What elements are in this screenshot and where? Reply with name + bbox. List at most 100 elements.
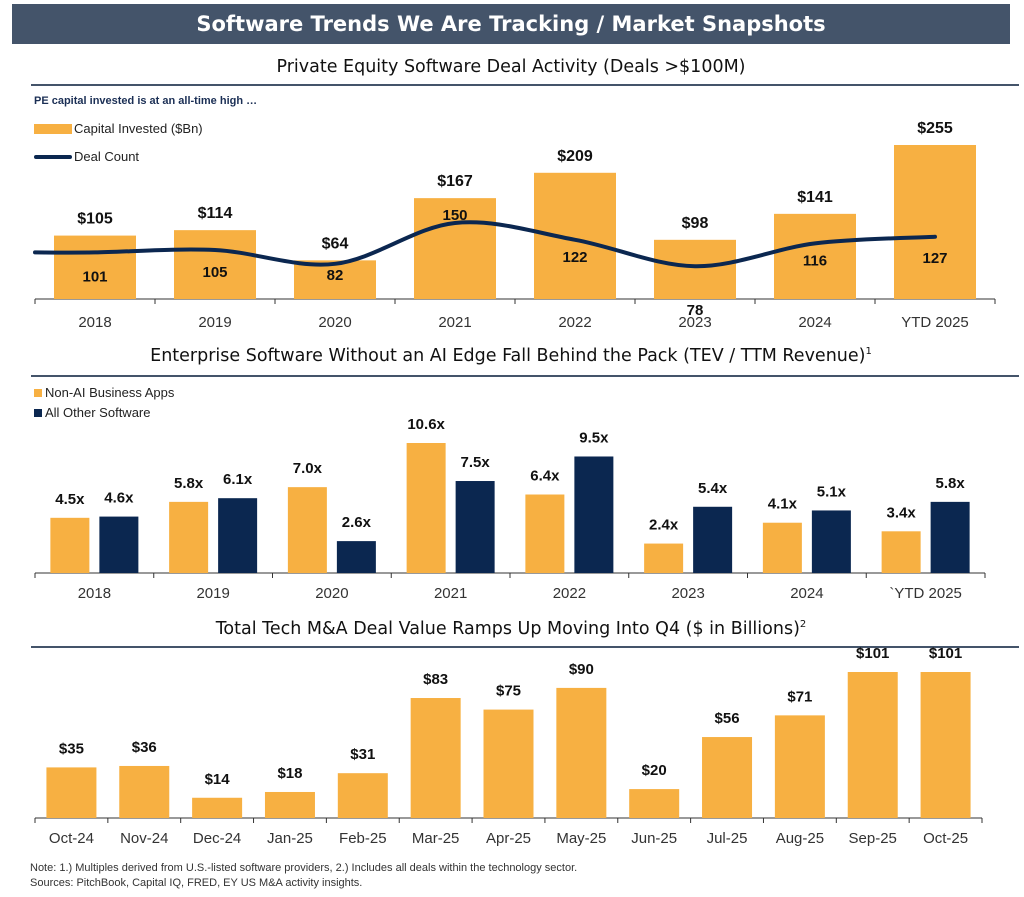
ma-bar	[119, 765, 170, 818]
legend-other-software: All Other Software	[34, 405, 151, 420]
x-tick-label: Mar-25	[412, 830, 460, 847]
deal-count-label: 78	[687, 302, 704, 319]
ma-bar	[192, 797, 243, 818]
ma-bar	[702, 737, 753, 818]
ma-value-label: $101	[929, 645, 962, 662]
section3-title: Total Tech M&A Deal Value Ramps Up Movin…	[12, 619, 1010, 639]
capital-bar	[414, 198, 496, 299]
other-software-label: 9.5x	[579, 429, 609, 446]
deal-count-label: 116	[803, 252, 827, 269]
x-tick-label: 2021	[438, 314, 471, 331]
non-ai-bar	[169, 501, 209, 573]
capital-label: $167	[437, 173, 473, 190]
ma-value-label: $20	[642, 762, 667, 779]
ma-bar	[629, 789, 680, 818]
x-tick-label: Dec-24	[193, 830, 241, 847]
ma-value-label: $35	[59, 740, 84, 757]
ma-value-label: $18	[277, 765, 302, 782]
ma-value-label: $31	[350, 746, 375, 763]
deal-count-line	[33, 220, 937, 269]
page-banner: Software Trends We Are Tracking / Market…	[12, 4, 1010, 44]
x-tick-label: 2018	[78, 585, 111, 602]
page-title: Software Trends We Are Tracking / Market…	[196, 12, 826, 36]
non-ai-label: 5.8x	[174, 475, 204, 492]
section3-rule	[31, 646, 1019, 648]
section1-note: PE capital invested is at an all-time hi…	[34, 95, 258, 107]
non-ai-label: 4.1x	[768, 496, 798, 513]
other-software-label: 7.5x	[461, 454, 491, 471]
x-tick-label: 2023	[678, 314, 711, 331]
section2-rule	[31, 375, 1019, 377]
footnote-note: Note: 1.) Multiples derived from U.S.-li…	[30, 862, 578, 874]
capital-label: $255	[917, 120, 953, 137]
section2-title-text: Enterprise Software Without an AI Edge F…	[150, 346, 866, 366]
other-software-label: 6.1x	[223, 471, 253, 488]
x-tick-label: Nov-24	[120, 830, 168, 847]
ma-bar	[920, 672, 971, 818]
ma-bar	[337, 773, 388, 818]
deal-count-label: 101	[82, 268, 107, 285]
ma-bar	[46, 767, 97, 818]
legend-other-swatch	[34, 408, 42, 417]
x-tick-label: Jan-25	[267, 830, 313, 847]
section1-rule	[31, 84, 1019, 86]
x-tick-label: Sep-25	[849, 830, 897, 847]
x-tick-label: Oct-24	[49, 830, 94, 847]
capital-label: $105	[77, 211, 113, 228]
other-software-label: 5.4x	[698, 480, 728, 497]
other-software-bar	[336, 541, 376, 573]
ma-value-label: $71	[787, 688, 812, 705]
non-ai-bar	[644, 543, 684, 573]
non-ai-bar	[50, 517, 90, 573]
capital-label: $141	[797, 189, 833, 206]
x-tick-label: Aug-25	[776, 830, 824, 847]
legend-deals-label: Deal Count	[74, 149, 140, 164]
x-tick-label: 2020	[318, 314, 351, 331]
capital-label: $209	[557, 148, 593, 165]
non-ai-bar	[762, 522, 802, 573]
x-tick-label: YTD 2025	[901, 314, 969, 331]
capital-bar	[654, 239, 736, 299]
ma-bar	[483, 709, 534, 818]
pe-deal-activity-chart: $105 2018 $114 2019 $64 2020 $167 2021 $209 2022 $…	[33, 120, 996, 331]
legend-non-ai-label: Non-AI Business Apps	[45, 385, 175, 400]
legend-non-ai: Non-AI Business Apps	[34, 385, 174, 400]
legend-deals: Deal Count	[34, 149, 139, 164]
non-ai-bar	[881, 531, 921, 573]
x-tick-label: Oct-25	[923, 830, 968, 847]
section2-title: Enterprise Software Without an AI Edge F…	[12, 346, 1010, 366]
deal-count-label: 105	[202, 264, 227, 281]
ma-value-label: $83	[423, 671, 448, 688]
non-ai-label: 3.4x	[887, 504, 917, 521]
x-tick-label: 2019	[196, 585, 229, 602]
ma-bar	[774, 715, 825, 818]
section3-title-text: Total Tech M&A Deal Value Ramps Up Movin…	[215, 619, 800, 639]
capital-bar	[174, 230, 256, 299]
ma-value-label: $90	[569, 661, 594, 678]
capital-bar	[54, 235, 136, 299]
x-tick-label: 2024	[798, 314, 831, 331]
non-ai-label: 4.5x	[55, 491, 85, 508]
non-ai-label: 6.4x	[530, 468, 560, 485]
non-ai-label: 10.6x	[407, 416, 445, 433]
ma-bar	[556, 687, 607, 818]
other-software-label: 5.1x	[817, 483, 847, 500]
legend-deals-swatch	[34, 154, 72, 159]
legend-non-ai-swatch	[34, 388, 42, 397]
section1-title: Private Equity Software Deal Activity (D…	[276, 57, 746, 77]
other-software-bar	[218, 498, 258, 573]
x-tick-label: 2023	[671, 585, 704, 602]
legend-capital-label: Capital Invested ($Bn)	[74, 121, 203, 136]
other-software-bar	[811, 510, 851, 573]
legend-capital-swatch	[34, 123, 72, 134]
other-software-label: 4.6x	[104, 490, 134, 507]
x-tick-label: Jul-25	[707, 830, 748, 847]
non-ai-label: 2.4x	[649, 517, 679, 534]
capital-bar	[294, 260, 376, 299]
deal-count-label: 122	[562, 249, 587, 266]
non-ai-bar	[406, 443, 446, 573]
deal-count-label: 150	[442, 207, 467, 224]
capital-label: $114	[198, 205, 233, 222]
non-ai-bar	[525, 494, 565, 573]
ma-bar	[847, 672, 898, 818]
